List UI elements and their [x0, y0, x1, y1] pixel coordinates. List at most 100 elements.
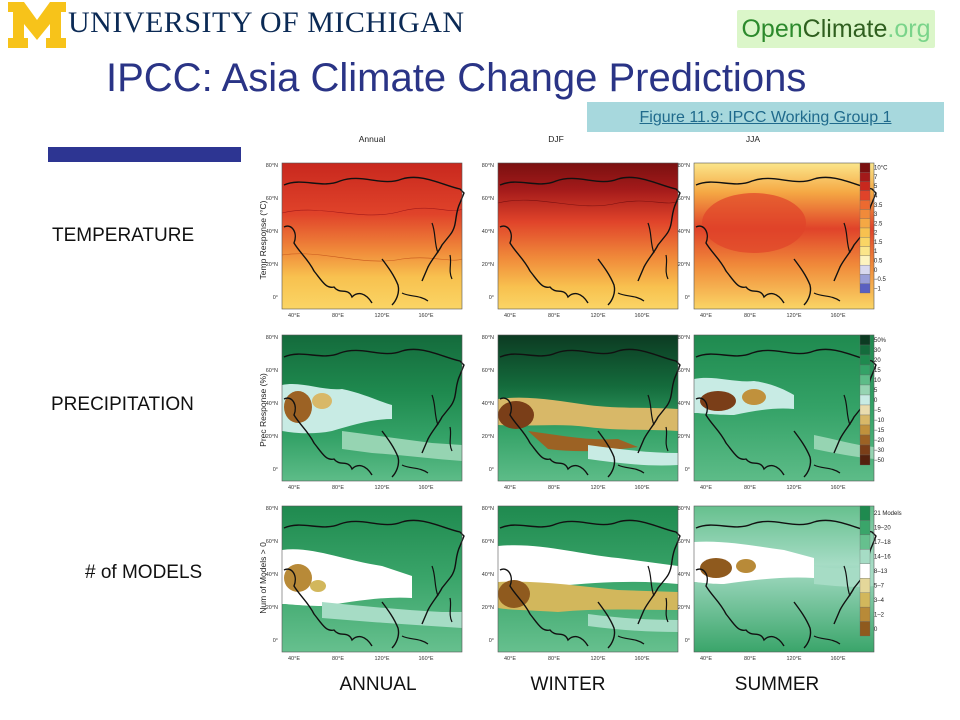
- figure-row-title-temp: Temp Response (°C): [258, 200, 268, 279]
- ipcc-figure-11-9: 80°N 60°N 40°N 20°N 0° 40°E 80°E 120°E 1…: [258, 134, 902, 662]
- column-label-winter: WINTER: [530, 674, 606, 695]
- legend-label: 5–7: [874, 583, 885, 589]
- legend-precipitation: 50% 30 20 15 10 5 0 −5 −10 −15 −20 −30 −50: [859, 334, 887, 466]
- legend-swatch: [859, 424, 871, 436]
- university-wordmark: UNIVERSITY OF MICHIGAN: [68, 6, 465, 39]
- openclimate-logo: OpenClimate.org: [737, 10, 935, 48]
- legend-swatch: [859, 246, 871, 257]
- legend-models: 21 Models 19–20 17–18 14–16 8–13 5–7 3–4 1–2 0: [859, 505, 902, 637]
- map-prec-annual: [265, 334, 465, 491]
- legend-swatch: [859, 255, 871, 266]
- legend-swatch: [859, 227, 871, 238]
- legend-label: 2: [874, 231, 878, 237]
- map-models-annual: [265, 505, 465, 662]
- figure-row-title-prec: Prec Response (%): [258, 373, 268, 447]
- legend-swatch: [859, 444, 871, 456]
- legend-label: −1: [874, 286, 882, 292]
- legend-label: −50: [874, 458, 885, 464]
- legend-swatch: [859, 209, 871, 219]
- legend-label: 3–4: [874, 598, 885, 604]
- legend-label: 5: [874, 184, 878, 190]
- map-temp-annual: [265, 162, 465, 319]
- legend-label: 17–18: [874, 540, 891, 546]
- legend-swatch: [859, 414, 871, 426]
- legend-swatch: [859, 384, 871, 396]
- figure-column-title-djf: DJF: [548, 134, 564, 144]
- legend-swatch: [859, 264, 871, 275]
- legend-label: 7: [874, 175, 878, 181]
- legend-label: 10°C: [874, 166, 888, 172]
- openclimate-logo-part3: .org: [887, 15, 931, 43]
- figure-column-title-jja: JJA: [746, 134, 761, 144]
- openclimate-logo-part1: Open: [741, 15, 803, 43]
- legend-swatch: [859, 404, 871, 416]
- figure-row-title-models: Num of Models > 0: [258, 542, 268, 614]
- legend-label: 2.5: [874, 221, 883, 227]
- legend-swatch: [859, 181, 871, 192]
- legend-temperature: 10°C 7 5 4 3.5 3 2.5 2 1.5 1 0.5 0 −0.5 −1: [859, 162, 888, 294]
- row-label-temperature: TEMPERATURE: [52, 225, 195, 246]
- map-temp-djf: [481, 162, 681, 319]
- university-block-m-logo: [8, 2, 66, 48]
- legend-label: 5: [874, 388, 878, 394]
- legend-swatch: [859, 344, 871, 356]
- slide-title: IPCC: Asia Climate Change Predictions: [106, 56, 807, 100]
- legend-label: 3.5: [874, 203, 883, 209]
- legend-label: 0.5: [874, 259, 883, 265]
- legend-label: 1–2: [874, 612, 885, 618]
- legend-label: 0: [874, 627, 878, 633]
- legend-swatch: [859, 434, 871, 446]
- legend-label: 3: [874, 212, 878, 218]
- map-prec-jja: [677, 334, 877, 491]
- legend-swatch: [859, 364, 871, 376]
- legend-swatch: [859, 283, 871, 294]
- map-prec-djf: [481, 334, 681, 491]
- map-models-djf: [481, 505, 681, 662]
- legend-swatch: [859, 394, 871, 406]
- legend-label: 1: [874, 249, 878, 255]
- column-label-summer: SUMMER: [734, 674, 820, 695]
- legend-label: −15: [874, 428, 885, 434]
- legend-swatch: [859, 190, 871, 201]
- legend-swatch: [859, 334, 871, 346]
- legend-label: 20: [874, 358, 881, 364]
- legend-label: −0.5: [874, 277, 887, 283]
- map-temp-jja: [677, 162, 877, 319]
- legend-swatch: [859, 162, 871, 173]
- legend-swatch: [859, 578, 871, 593]
- row-label-precipitation: PRECIPITATION: [51, 394, 194, 415]
- legend-swatch: [859, 606, 871, 622]
- legend-label: 14–16: [874, 555, 891, 561]
- legend-swatch: [859, 218, 871, 229]
- legend-label: 30: [874, 348, 881, 354]
- figure-source-link[interactable]: Figure 11.9: IPCC Working Group 1: [587, 102, 944, 132]
- legend-label: 1.5: [874, 240, 883, 246]
- legend-swatch: [859, 199, 871, 210]
- figure-column-title-annual: Annual: [359, 134, 386, 144]
- legend-swatch: [859, 505, 871, 521]
- openclimate-logo-part2: Climate: [802, 15, 888, 43]
- row-label-models: # of MODELS: [85, 562, 203, 583]
- legend-label: 0: [874, 268, 878, 274]
- legend-swatch: [859, 621, 871, 637]
- accent-bar: [48, 147, 241, 162]
- legend-label: 19–20: [874, 526, 891, 532]
- legend-swatch: [859, 354, 871, 366]
- legend-swatch: [859, 534, 871, 550]
- legend-label: −30: [874, 448, 885, 454]
- legend-label: −20: [874, 438, 885, 444]
- legend-swatch: [859, 592, 871, 608]
- legend-swatch: [859, 274, 871, 284]
- legend-swatch: [859, 563, 871, 579]
- map-models-jja: [677, 505, 877, 662]
- legend-label: 8–13: [874, 569, 888, 575]
- legend-label: 50%: [874, 338, 887, 344]
- legend-label: 15: [874, 368, 881, 374]
- legend-label: 10: [874, 378, 881, 384]
- legend-label: 21 Models: [874, 511, 902, 517]
- legend-label: −10: [874, 418, 885, 424]
- legend-label: −5: [874, 408, 882, 414]
- legend-swatch: [859, 520, 871, 536]
- legend-label: 4: [874, 194, 878, 200]
- legend-swatch: [859, 454, 871, 466]
